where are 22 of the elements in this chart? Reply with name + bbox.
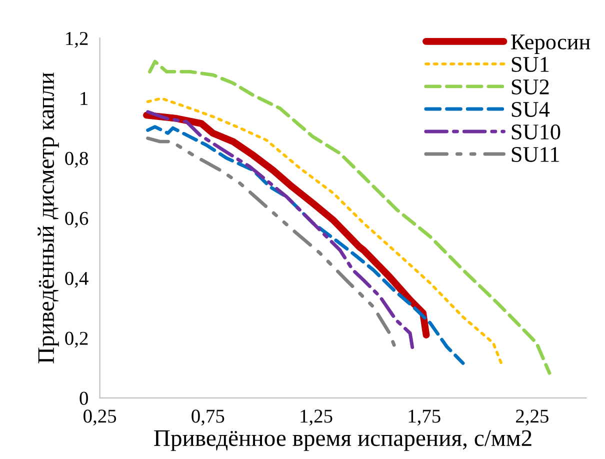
x-axis-title: Приведённое время испарения, с/мм2 bbox=[154, 430, 532, 451]
x-tick-label: 0,75 bbox=[192, 410, 224, 426]
legend-label: SU11 bbox=[512, 147, 559, 162]
y-tick-label: 1 bbox=[80, 92, 88, 105]
legend-label: SU10 bbox=[512, 124, 560, 140]
y-tick-label: 0,6 bbox=[65, 212, 88, 228]
line-series bbox=[146, 96, 504, 366]
x-tick-label: 2,25 bbox=[516, 410, 548, 426]
legend-label: Керосин bbox=[511, 34, 590, 54]
y-tick-label: 0,8 bbox=[65, 152, 88, 168]
y-tick-label: 0 bbox=[80, 392, 88, 405]
y-tick-label: 0,2 bbox=[65, 332, 88, 348]
line-series bbox=[146, 125, 465, 365]
y-tick-label: 0,4 bbox=[65, 272, 88, 288]
x-tick-label: 1,75 bbox=[408, 410, 440, 426]
x-tick-label: 1,25 bbox=[300, 410, 332, 426]
legend-label: SU1 bbox=[512, 57, 549, 72]
legend-label: SU2 bbox=[512, 80, 549, 94]
y-tick-label: 1,2 bbox=[66, 32, 88, 48]
legend-label: SU4 bbox=[512, 102, 550, 117]
x-tick-label: 0,25 bbox=[84, 410, 116, 426]
y-axis-title: Приведённый дисметр капли bbox=[38, 72, 59, 364]
